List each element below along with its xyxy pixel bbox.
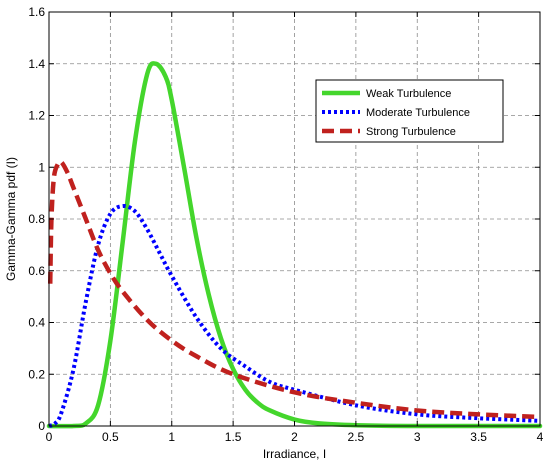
y-tick-label: 0.2	[28, 367, 45, 381]
x-tick-label: 1	[168, 430, 175, 444]
y-tick-label: 0.8	[28, 212, 45, 226]
x-axis-ticks: 0 0.5 1 1.5 2 2.5 3 3.5 4	[46, 12, 544, 444]
series-line-moderate-turbulence	[48, 204, 541, 428]
x-tick-label: 2	[291, 430, 298, 444]
y-tick-label: 1.6	[28, 5, 45, 19]
y-tick-label: 1	[38, 160, 45, 174]
y-tick-label: 0.4	[28, 316, 45, 330]
x-tick-label: 1.5	[225, 430, 242, 444]
x-tick-label: 3	[414, 430, 421, 444]
series-layer	[46, 61, 543, 429]
legend-entry-label: Strong Turbulence	[366, 126, 456, 138]
y-tick-label: 0.6	[28, 264, 45, 278]
y-tick-label: 1.4	[28, 57, 45, 71]
legend-entry-label: Weak Turbulence	[366, 88, 451, 100]
x-tick-label: 0	[46, 430, 53, 444]
x-tick-label: 2.5	[348, 430, 365, 444]
legend-entry-label: Moderate Turbulence	[366, 107, 470, 119]
y-tick-label: 1.2	[28, 109, 45, 123]
grid-lines	[49, 12, 540, 426]
y-axis-label: Gamma-Gamma pdf (I)	[4, 157, 18, 281]
series-line-weak-turbulence	[46, 61, 543, 429]
series-line-strong-turbulence	[47, 159, 541, 420]
x-tick-label: 4	[537, 430, 544, 444]
x-tick-label: 0.5	[102, 430, 119, 444]
y-tick-label: 0	[38, 419, 45, 433]
x-tick-label: 3.5	[470, 430, 487, 444]
x-axis-label: Irradiance, I	[263, 447, 326, 461]
y-axis-ticks: 0 0.2 0.4 0.6 0.8 1 1.2 1.4 1.6	[28, 5, 540, 433]
legend: Weak Turbulence Moderate Turbulence Strong…	[315, 79, 504, 143]
